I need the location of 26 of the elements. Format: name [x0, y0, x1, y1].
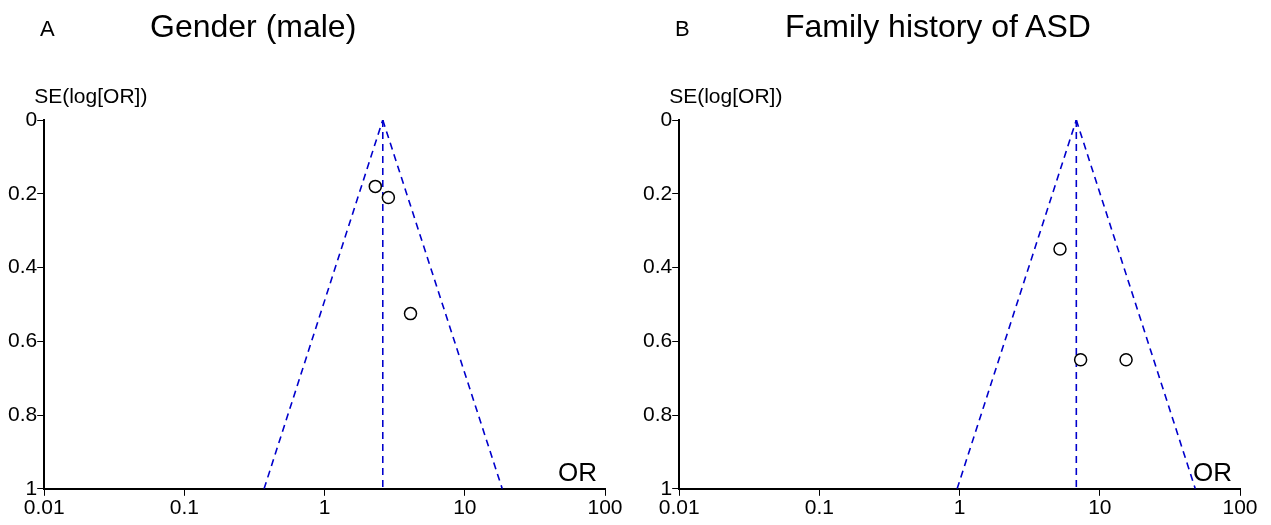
y-tick-label: 0.6: [7, 328, 38, 352]
x-tick-label: 100: [1222, 495, 1258, 519]
y-tick-label: 0.4: [642, 254, 673, 278]
x-tick-label: 10: [453, 495, 477, 519]
y-tick-label: 0.2: [7, 180, 38, 204]
x-tick-label: 0.1: [804, 495, 834, 519]
x-axis-title: OR: [1193, 456, 1232, 487]
y-tick-label: 0.8: [642, 401, 673, 425]
x-tick-label: 100: [587, 495, 623, 519]
y-tick-label: 0.6: [642, 328, 673, 352]
x-tick-label: 0.1: [169, 495, 199, 519]
chart-title: Gender (male): [150, 8, 357, 45]
y-tick-label: 0.4: [7, 254, 38, 278]
y-axis-title: SE(log[OR]): [34, 84, 148, 108]
y-tick-label: 0.2: [642, 180, 673, 204]
chart-title: Family history of ASD: [785, 8, 1091, 45]
x-tick-label: 1: [953, 495, 966, 519]
text: B: [675, 16, 690, 42]
y-tick-label: 0: [25, 106, 38, 130]
y-axis-title: SE(log[OR]): [669, 84, 783, 108]
x-tick-label: 10: [1088, 495, 1112, 519]
y-tick-label: 0: [660, 106, 673, 130]
y-tick-label: 0.8: [7, 401, 38, 425]
x-axis-title: OR: [558, 456, 597, 487]
x-tick-label: 1: [318, 495, 331, 519]
text: A: [40, 16, 55, 42]
